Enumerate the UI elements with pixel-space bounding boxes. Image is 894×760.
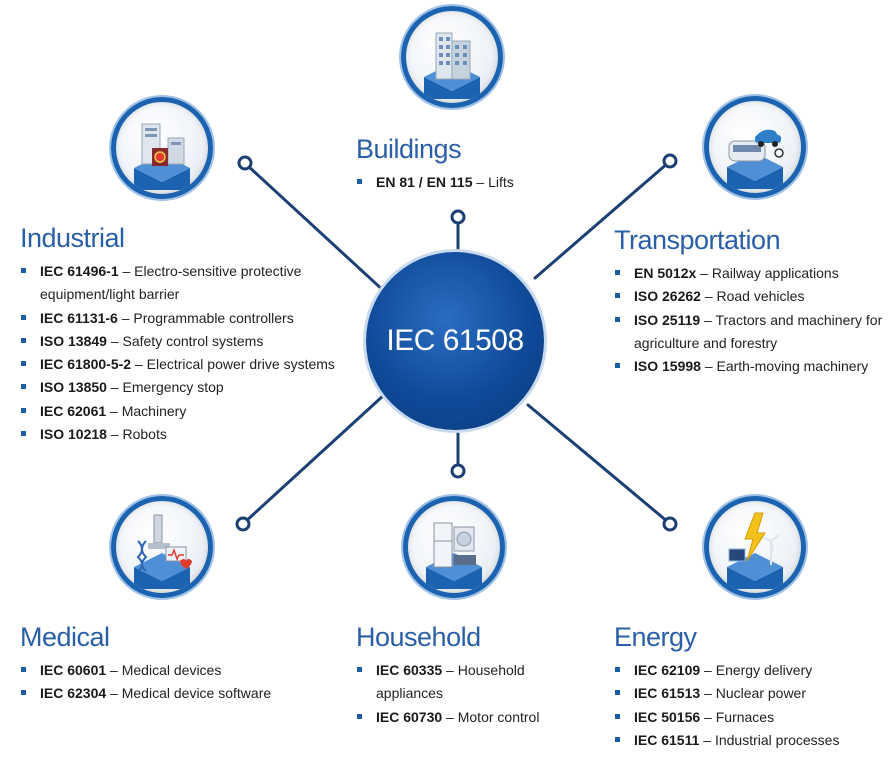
section-title-transportation: Transportation bbox=[614, 225, 781, 255]
section-industrial: Industrial IEC 61496-1 – Electro-sensiti… bbox=[20, 222, 355, 446]
list-item: IEC 62304 – Medical device software bbox=[20, 682, 320, 705]
section-title-medical: Medical bbox=[20, 622, 110, 652]
connector-node-household bbox=[450, 463, 466, 479]
list-item: IEC 62109 – Energy delivery bbox=[614, 659, 890, 682]
list-item: ISO 13850 – Emergency stop bbox=[20, 376, 355, 399]
list-item: ISO 25119 – Tractors and machinery for a… bbox=[614, 309, 890, 356]
list-item: IEC 61800-5-2 – Electrical power drive s… bbox=[20, 353, 355, 376]
standards-list-industrial: IEC 61496-1 – Electro-sensitive protecti… bbox=[20, 260, 355, 446]
hub-label: IEC 61508 bbox=[386, 324, 524, 357]
list-item: IEC 61496-1 – Electro-sensitive protecti… bbox=[20, 260, 355, 307]
industrial-icon bbox=[111, 97, 213, 199]
section-energy: Energy IEC 62109 – Energy delivery IEC 6… bbox=[614, 621, 890, 752]
section-buildings: Buildings EN 81 / EN 115 – Lifts bbox=[356, 133, 576, 194]
buildings-icon bbox=[401, 6, 503, 108]
list-item: EN 81 / EN 115 – Lifts bbox=[356, 171, 576, 194]
connector-node-energy bbox=[662, 516, 678, 532]
connector-industrial bbox=[246, 164, 387, 294]
central-hub: IEC 61508 bbox=[366, 252, 544, 430]
list-item: ISO 10218 – Robots bbox=[20, 423, 355, 446]
section-title-buildings: Buildings bbox=[356, 134, 462, 164]
list-item: IEC 61513 – Nuclear power bbox=[614, 682, 890, 705]
connector-transportation bbox=[533, 161, 670, 280]
connector-node-transportation bbox=[662, 153, 678, 169]
household-icon bbox=[403, 496, 505, 598]
section-medical: Medical IEC 60601 – Medical devices IEC … bbox=[20, 621, 320, 706]
connector-node-buildings bbox=[450, 209, 466, 225]
standards-list-energy: IEC 62109 – Energy delivery IEC 61513 – … bbox=[614, 659, 890, 752]
list-item: ISO 15998 – Earth-moving machinery bbox=[614, 355, 890, 378]
list-item: IEC 62061 – Machinery bbox=[20, 400, 355, 423]
list-item: IEC 61131-6 – Programmable controllers bbox=[20, 307, 355, 330]
transportation-icon bbox=[704, 96, 806, 198]
standards-list-buildings: EN 81 / EN 115 – Lifts bbox=[356, 171, 576, 194]
connector-node-industrial bbox=[237, 155, 253, 171]
connector-energy bbox=[526, 403, 670, 524]
energy-icon bbox=[704, 496, 806, 598]
section-household: Household IEC 60335 – Household applianc… bbox=[356, 621, 556, 729]
list-item: ISO 13849 – Safety control systems bbox=[20, 330, 355, 353]
list-item: IEC 61511 – Industrial processes bbox=[614, 729, 890, 752]
list-item: IEC 60601 – Medical devices bbox=[20, 659, 320, 682]
section-transportation: Transportation EN 5012x – Railway applic… bbox=[614, 224, 890, 378]
connector-node-medical bbox=[235, 516, 251, 532]
list-item: IEC 60335 – Household appliances bbox=[356, 659, 556, 706]
standards-list-transportation: EN 5012x – Railway applications ISO 2626… bbox=[614, 262, 890, 378]
medical-icon bbox=[111, 496, 213, 598]
list-item: ISO 26262 – Road vehicles bbox=[614, 285, 890, 308]
section-title-industrial: Industrial bbox=[20, 223, 125, 253]
standards-list-medical: IEC 60601 – Medical devices IEC 62304 – … bbox=[20, 659, 320, 706]
list-item: IEC 60730 – Motor control bbox=[356, 706, 556, 729]
connector-medical bbox=[243, 393, 386, 524]
standards-list-household: IEC 60335 – Household appliances IEC 607… bbox=[356, 659, 556, 729]
list-item: IEC 50156 – Furnaces bbox=[614, 706, 890, 729]
section-title-energy: Energy bbox=[614, 622, 697, 652]
section-title-household: Household bbox=[356, 622, 481, 652]
list-item: EN 5012x – Railway applications bbox=[614, 262, 890, 285]
